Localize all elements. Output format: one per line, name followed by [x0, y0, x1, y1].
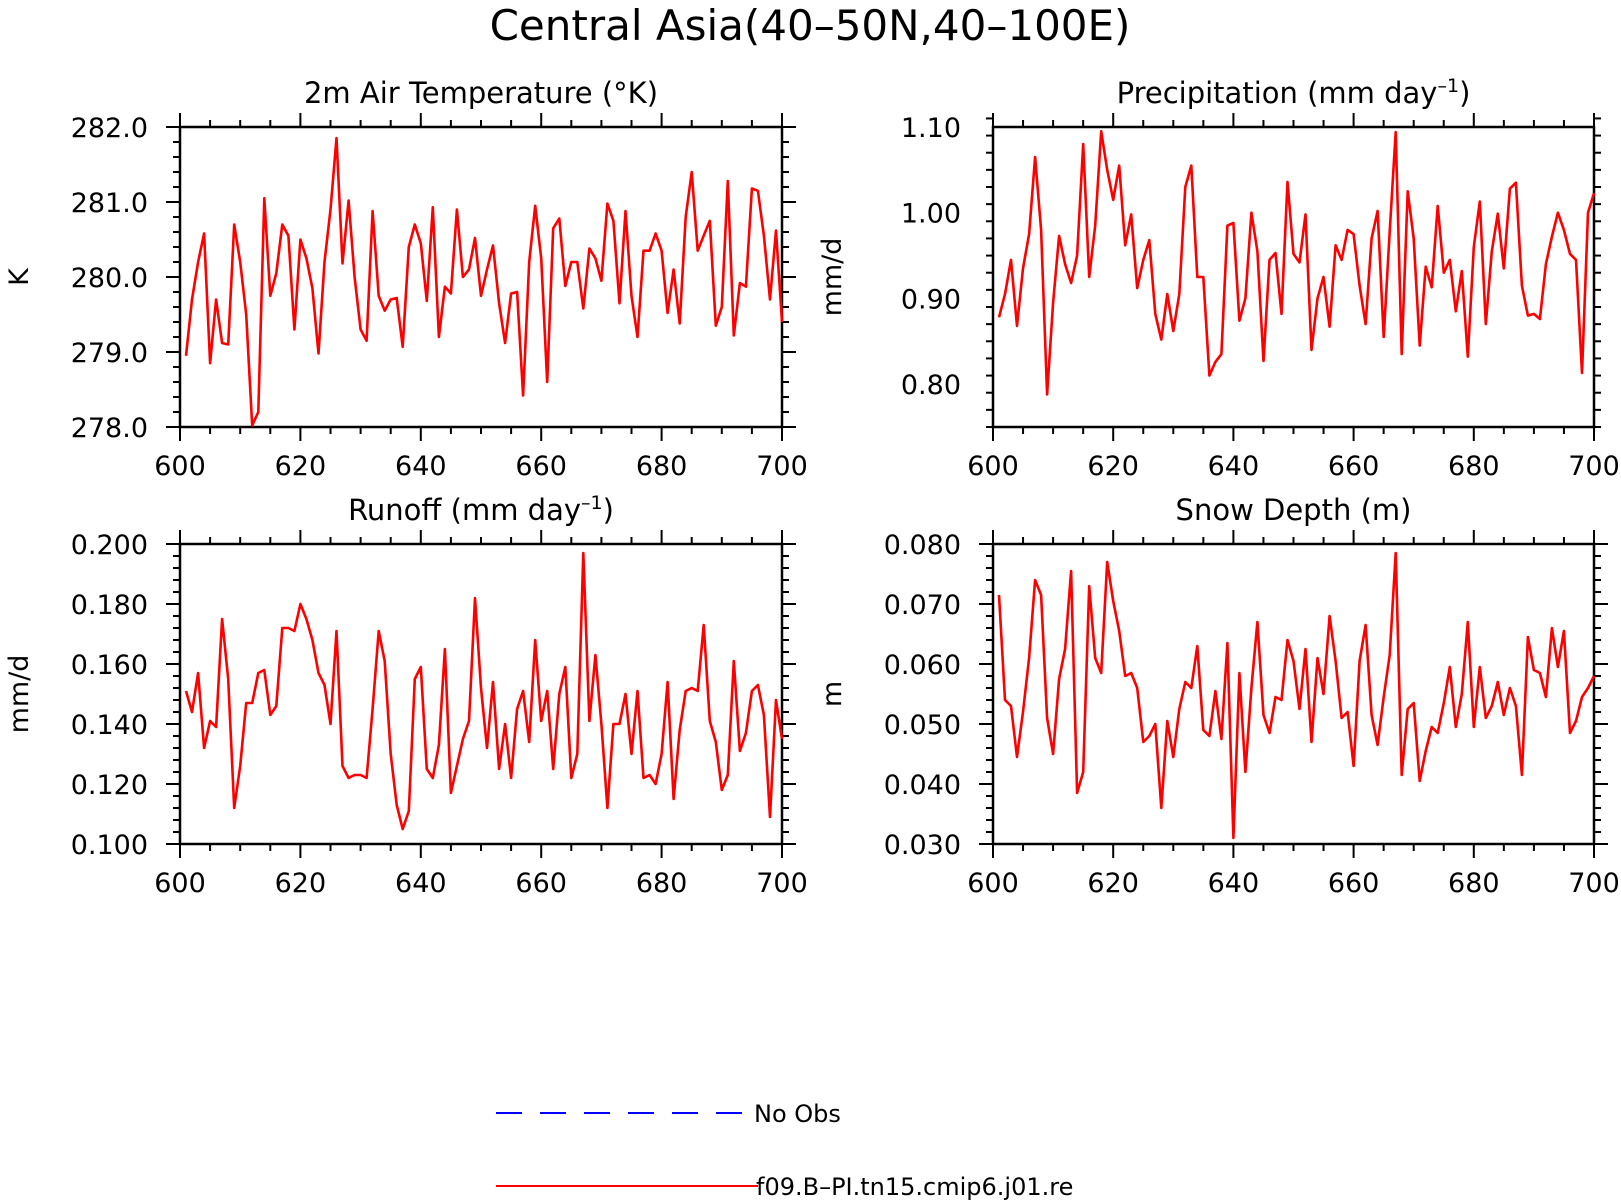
y-tick-label: 282.0: [71, 113, 148, 144]
y-axis-label: m: [817, 681, 848, 707]
series-line-snow-depth: [997, 551, 1596, 840]
chart-panels: 600 620 640 660 680 700 278.0 279.0 280.0 281.0 28…: [4, 75, 1620, 899]
y-axis-label: K: [4, 267, 35, 286]
x-tick-label: 620: [1087, 868, 1139, 899]
panel-snow-depth: 600 620 640 660 680 700 0.030 0.040 0.050 0.060 0.…: [817, 493, 1620, 899]
y-tick-label: 0.100: [71, 830, 148, 861]
y-axis-label: mm/d: [4, 655, 35, 734]
y-tick-label: 0.060: [884, 650, 961, 681]
x-tick-label: 700: [1568, 451, 1620, 482]
y-tick-label: 0.040: [884, 770, 961, 801]
x-tick-label: 600: [154, 451, 206, 482]
x-tick-label: 620: [275, 451, 327, 482]
x-tick-label: 680: [636, 868, 688, 899]
y-tick-label: 0.200: [71, 530, 148, 561]
x-tick-label: 700: [756, 868, 808, 899]
x-tick-label: 660: [1328, 451, 1380, 482]
x-tick-label: 680: [636, 451, 688, 482]
x-tick-label: 640: [395, 868, 447, 899]
y-tick-label: 0.050: [884, 710, 961, 741]
series-line-air-temperature: [184, 136, 784, 427]
x-tick-label: 640: [1208, 451, 1260, 482]
x-tick-label: 600: [967, 868, 1019, 899]
x-tick-label: 620: [1087, 451, 1139, 482]
legend: No Obs f09.B–PI.tn15.cmip6.j01.re: [496, 1100, 1073, 1201]
x-tick-label: 700: [1568, 868, 1620, 899]
x-tick-label: 640: [395, 451, 447, 482]
y-tick-label: 0.120: [71, 770, 148, 801]
legend-label-no-obs: No Obs: [754, 1100, 841, 1128]
panel-runoff: 600 620 640 660 680 700 0.100 0.120 0.140 0.160 0.…: [4, 492, 808, 899]
x-tick-label: 700: [756, 451, 808, 482]
figure-title: Central Asia(40–50N,40–100E): [490, 1, 1131, 50]
x-tick-label: 600: [154, 868, 206, 899]
y-tick-label: 0.140: [71, 710, 148, 741]
panel-title-runoff: Runoff (mm day–1): [348, 492, 614, 527]
y-tick-label: 281.0: [71, 188, 148, 219]
y-tick-label: 0.90: [901, 284, 961, 315]
y-tick-label: 0.180: [71, 590, 148, 621]
x-tick-label: 640: [1208, 868, 1260, 899]
panel-air-temperature: 600 620 640 660 680 700 278.0 279.0 280.0 281.0 28…: [4, 76, 808, 482]
series-line-precipitation: [997, 130, 1596, 396]
y-tick-label: 280.0: [71, 263, 148, 294]
x-tick-label: 660: [1328, 868, 1380, 899]
x-tick-label: 660: [515, 451, 567, 482]
y-tick-label: 0.030: [884, 830, 961, 861]
panel-title-precipitation: Precipitation (mm day–1): [1117, 75, 1471, 110]
panel-title-air-temperature: 2m Air Temperature (°K): [304, 76, 658, 110]
x-tick-label: 620: [275, 868, 327, 899]
y-tick-label: 0.080: [884, 530, 961, 561]
y-tick-label: 1.10: [901, 113, 961, 144]
x-tick-label: 680: [1448, 868, 1500, 899]
x-tick-label: 680: [1448, 451, 1500, 482]
y-tick-label: 0.80: [901, 370, 961, 401]
series-line-runoff: [184, 551, 784, 831]
y-tick-label: 1.00: [901, 199, 961, 230]
y-tick-label: 0.070: [884, 590, 961, 621]
x-tick-label: 600: [967, 451, 1019, 482]
panel-title-snow-depth: Snow Depth (m): [1176, 493, 1412, 527]
y-axis-label: mm/d: [817, 238, 848, 317]
y-tick-label: 0.160: [71, 650, 148, 681]
panel-precipitation: 600 620 640 660 680 700 0.80 0.90 1.00 1.10 Precip…: [817, 75, 1620, 482]
y-tick-label: 279.0: [71, 338, 148, 369]
x-tick-label: 660: [515, 868, 567, 899]
y-tick-label: 278.0: [71, 413, 148, 444]
legend-label-model-run: f09.B–PI.tn15.cmip6.j01.re: [756, 1173, 1073, 1201]
